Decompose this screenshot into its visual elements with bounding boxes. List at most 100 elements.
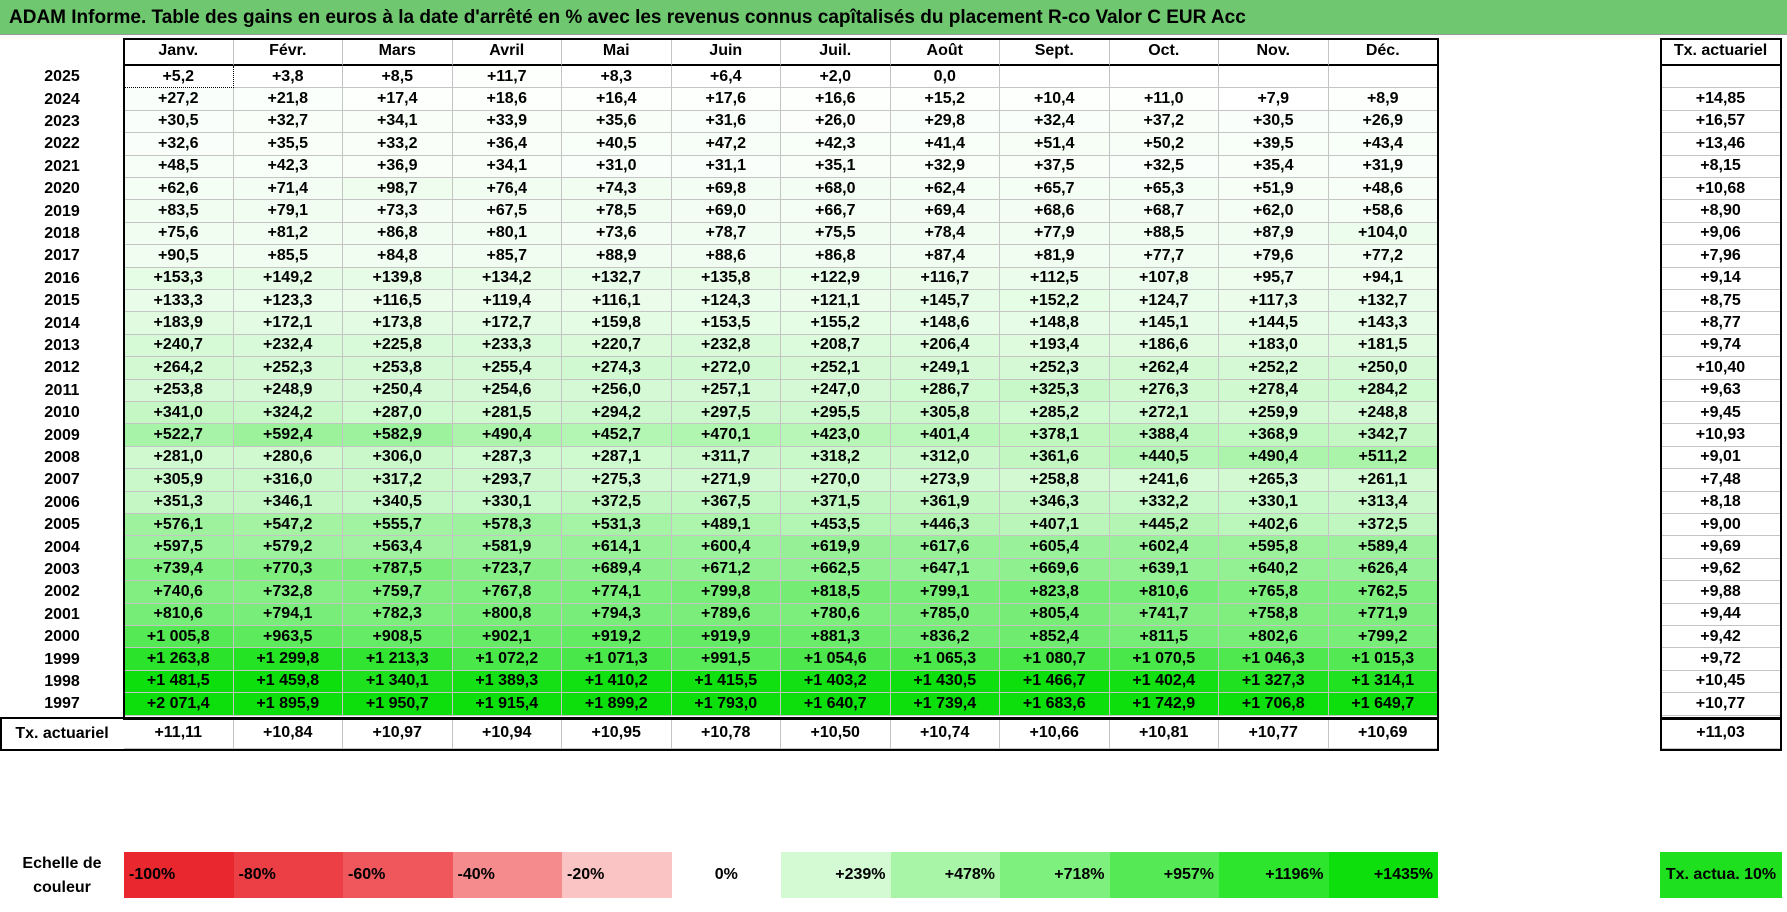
legend-rate-box: Tx. actua. 10%	[1660, 852, 1782, 898]
table-cell: +10,4	[1000, 88, 1110, 111]
table-cell: +589,4	[1328, 536, 1438, 559]
year-label: 2014	[44, 314, 80, 332]
table-cell: +317,2	[343, 469, 453, 492]
table-cell: +662,5	[781, 558, 891, 582]
table-cell: +372,5	[1328, 514, 1438, 537]
table-cell: +153,5	[671, 312, 781, 335]
rate-cell: +14,85	[1660, 88, 1782, 111]
total-rate-cell: +11,11	[124, 718, 234, 749]
table-cell: +762,5	[1328, 581, 1438, 604]
table-cell: +531,3	[562, 514, 672, 537]
table-cell: +318,2	[781, 446, 891, 470]
rate-cell	[1660, 66, 1782, 89]
total-rate-cell: +10,78	[671, 718, 781, 749]
total-rate-cell: +10,97	[343, 718, 453, 749]
table-cell: +740,6	[124, 581, 234, 604]
table-cell: +794,1	[233, 603, 343, 626]
table-cell: +1 327,3	[1219, 670, 1329, 694]
table-cell: +145,1	[1109, 312, 1219, 335]
rate-cell: +7,96	[1660, 245, 1782, 268]
table-cell: +225,8	[343, 334, 453, 358]
table-cell: +285,2	[1000, 402, 1110, 425]
year-label: 2005	[44, 516, 80, 534]
rate-cell: +16,57	[1660, 110, 1782, 134]
year-label: 2009	[44, 426, 80, 444]
color-scale-swatch: -20%	[562, 852, 672, 898]
rate-cell: +9,63	[1660, 379, 1782, 402]
table-cell: +76,4	[452, 178, 562, 201]
table-cell: +153,3	[124, 267, 234, 290]
rate-cell: +8,90	[1660, 200, 1782, 223]
table-cell	[1109, 66, 1219, 89]
table-cell: +1 072,2	[452, 648, 562, 671]
table-cell: +65,3	[1109, 178, 1219, 201]
table-cell: +597,5	[124, 536, 234, 559]
table-cell: +8,9	[1328, 88, 1438, 111]
table-cell: +66,7	[781, 200, 891, 223]
table-cell: +805,4	[1000, 603, 1110, 626]
table-cell: +68,0	[781, 178, 891, 201]
page-title: ADAM Informe. Table des gains en euros à…	[0, 0, 1787, 35]
rate-cell: +9,44	[1660, 603, 1782, 626]
table-cell: +252,2	[1219, 357, 1329, 380]
table-cell: +18,6	[452, 88, 562, 111]
table-cell: +963,5	[233, 626, 343, 649]
table-cell: +252,1	[781, 357, 891, 380]
table-cell: +770,3	[233, 558, 343, 582]
table-cell: +782,3	[343, 603, 453, 626]
table-cell: +287,0	[343, 402, 453, 425]
table-cell: +371,5	[781, 491, 891, 514]
table-cell: +83,5	[124, 200, 234, 223]
table-cell: +30,5	[1219, 110, 1329, 134]
table-cell: +1 410,2	[562, 670, 672, 694]
month-header: Oct.	[1109, 38, 1219, 66]
table-cell: +1 054,6	[781, 648, 891, 671]
table-cell: +1 263,8	[124, 648, 234, 671]
table-cell: +40,5	[562, 133, 672, 156]
table-cell: +35,6	[562, 110, 672, 134]
table-cell: +1 403,2	[781, 670, 891, 694]
table-cell: +139,8	[343, 267, 453, 290]
table-cell: +5,2	[124, 66, 234, 89]
table-cell: +77,2	[1328, 245, 1438, 268]
table-cell: +346,1	[233, 491, 343, 514]
table-cell: +297,5	[671, 402, 781, 425]
table-cell: +1 915,4	[452, 693, 562, 716]
table-cell: +87,4	[890, 245, 1000, 268]
color-scale-swatch: +957%	[1109, 852, 1219, 898]
table-cell: +723,7	[452, 558, 562, 582]
table-cell: +65,7	[1000, 178, 1110, 201]
color-scale-swatch: +478%	[890, 852, 1000, 898]
table-cell: +208,7	[781, 334, 891, 358]
rate-cell: +10,68	[1660, 178, 1782, 201]
table-cell: 0,0	[890, 66, 1000, 89]
table-cell: +1 046,3	[1219, 648, 1329, 671]
table-cell: +31,1	[671, 155, 781, 178]
table-cell: +132,7	[1328, 290, 1438, 313]
table-cell: +340,5	[343, 491, 453, 514]
table-cell: +378,1	[1000, 424, 1110, 447]
year-label: 2007	[44, 471, 80, 489]
table-cell: +275,3	[562, 469, 672, 492]
table-cell: +1 213,3	[343, 648, 453, 671]
table-cell: +32,5	[1109, 155, 1219, 178]
table-cell: +48,5	[124, 155, 234, 178]
rate-cell: +9,74	[1660, 334, 1782, 358]
table-cell: +26,0	[781, 110, 891, 134]
table-cell: +669,6	[1000, 558, 1110, 582]
table-cell: +116,7	[890, 267, 1000, 290]
table-cell: +51,4	[1000, 133, 1110, 156]
table-cell: +107,8	[1109, 267, 1219, 290]
table-cell: +991,5	[671, 648, 781, 671]
color-scale-swatch: +1435%	[1328, 852, 1438, 898]
table-cell: +88,6	[671, 245, 781, 268]
table-cell: +86,8	[343, 222, 453, 246]
table-cell: +75,6	[124, 222, 234, 246]
table-cell: +489,1	[671, 514, 781, 537]
table-cell: +77,9	[1000, 222, 1110, 246]
rate-cell: +9,42	[1660, 626, 1782, 649]
table-cell: +172,1	[233, 312, 343, 335]
table-cell: +79,1	[233, 200, 343, 223]
table-cell: +51,9	[1219, 178, 1329, 201]
table-cell: +248,9	[233, 379, 343, 402]
